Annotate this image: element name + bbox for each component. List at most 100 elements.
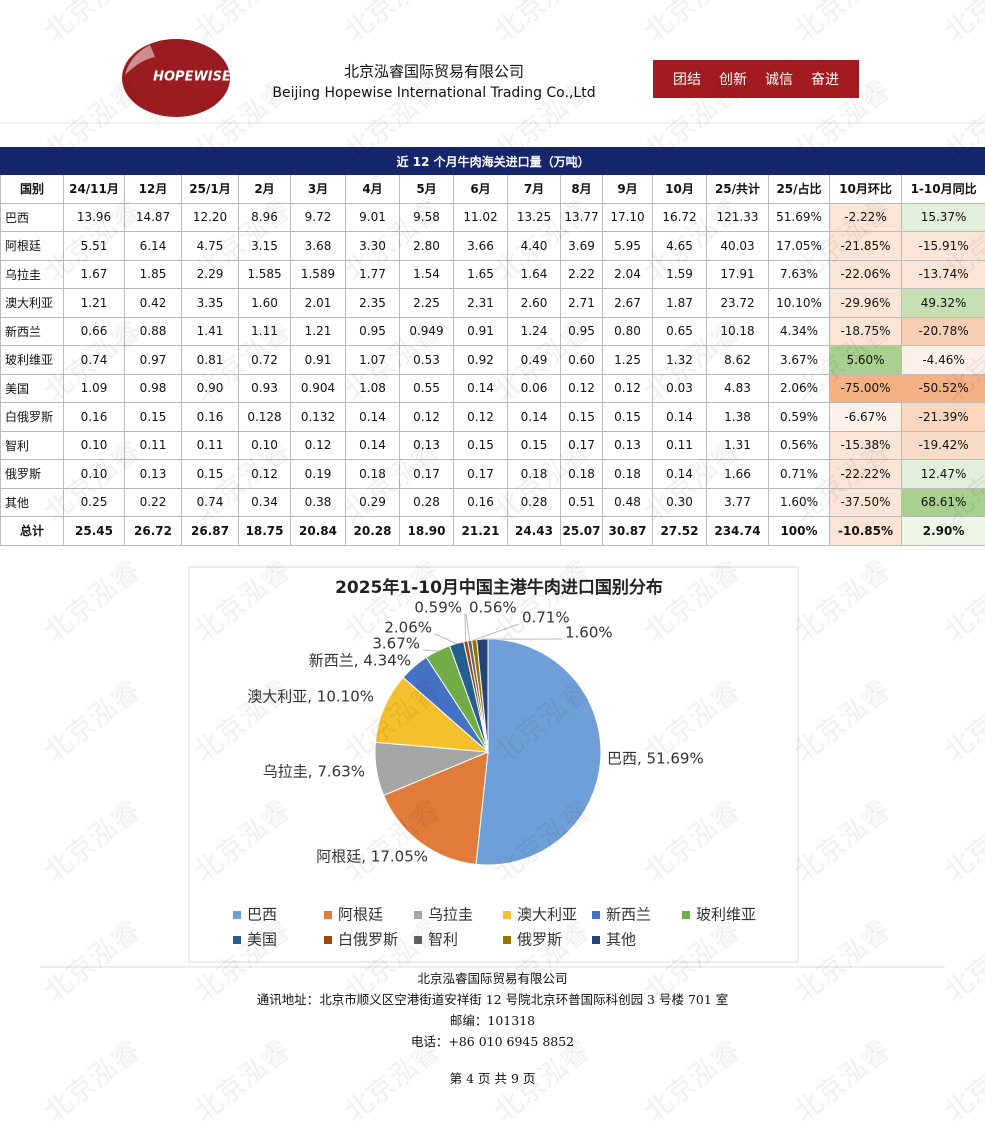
table-row: 新西兰 0.66 0.88 1.41 1.11 1.21 0.95 0.949 0.91 1.24… <box>0 316 985 346</box>
table-cell: 0.16 <box>181 402 239 432</box>
column-header: 8月 <box>560 174 603 204</box>
table-cell: 1.60 <box>238 288 291 318</box>
column-header: 6月 <box>453 174 508 204</box>
table-cell: 0.22 <box>124 487 182 517</box>
legend-label: 俄罗斯 <box>517 931 562 949</box>
table-cell: 0.13 <box>399 430 454 460</box>
table-cell: 1.59 <box>652 259 707 289</box>
table-cell: 0.93 <box>238 373 291 403</box>
table-cell: 0.97 <box>124 345 182 375</box>
table-cell: 0.98 <box>124 373 182 403</box>
data-label: 0.71% <box>522 609 570 627</box>
table-cell: 0.30 <box>652 487 707 517</box>
logo-text: HOPEWISE <box>153 70 231 85</box>
data-label: 3.67% <box>372 635 420 653</box>
table-cell: 2.04 <box>602 259 653 289</box>
table-row: 阿根廷 5.51 6.14 4.75 3.15 3.68 3.30 2.80 3.66 4.40 3… <box>0 231 985 261</box>
table-cell: 0.29 <box>345 487 400 517</box>
table-cell: 4.83 <box>706 373 769 403</box>
column-header: 3月 <box>290 174 346 204</box>
footer-line: 北京泓睿国际贸易有限公司 <box>417 971 568 986</box>
table-cell: 1.67 <box>63 259 125 289</box>
table-cell: 24.43 <box>507 516 561 546</box>
table-cell: 0.15 <box>181 459 239 489</box>
table-cell: 0.74 <box>181 487 239 517</box>
legend-label: 乌拉圭 <box>428 906 473 924</box>
leader-line <box>434 633 457 644</box>
column-header: 2月 <box>238 174 291 204</box>
column-header: 10月环比 <box>829 174 902 204</box>
table-cell: 4.75 <box>181 231 239 261</box>
data-label: 新西兰, 4.34% <box>309 652 411 670</box>
table-row: 巴西 13.96 14.87 12.20 8.96 9.72 9.01 9.58 11.02 13… <box>0 202 985 232</box>
legend-label: 智利 <box>428 931 458 949</box>
table-cell: 1.87 <box>652 288 707 318</box>
legend-label: 巴西 <box>247 906 277 924</box>
table-cell: 9.01 <box>345 202 400 232</box>
legend-swatch <box>324 911 332 919</box>
table-cell: 0.14 <box>652 459 707 489</box>
column-header: 25/占比 <box>768 174 830 204</box>
table-cell: 0.16 <box>453 487 508 517</box>
row-label: 智利 <box>0 430 64 460</box>
table-row: 玻利维亚 0.74 0.97 0.81 0.72 0.91 1.07 0.53 0.92 0.49… <box>0 345 985 375</box>
table-cell: 3.77 <box>706 487 769 517</box>
table-cell: 0.72 <box>238 345 291 375</box>
slogan: 团结 <box>673 72 701 88</box>
table-cell: 1.38 <box>706 402 769 432</box>
table-cell: 0.66 <box>63 316 125 346</box>
table-cell: 1.77 <box>345 259 400 289</box>
header: HOPEWISE 北京泓睿国际贸易有限公司 Beijing Hopewise I… <box>0 39 985 124</box>
table-cell: 0.55 <box>399 373 454 403</box>
table-cell: 0.15 <box>602 402 653 432</box>
table-cell: -19.42% <box>900 430 985 460</box>
table-cell: 234.74 <box>706 516 769 546</box>
pie-slice <box>374 676 490 753</box>
table-cell: 13.96 <box>63 202 125 232</box>
table-cell: 25.45 <box>63 516 125 546</box>
table-cell: 4.65 <box>652 231 707 261</box>
table-cell: 0.128 <box>238 402 291 432</box>
table-cell: 0.65 <box>652 316 707 346</box>
table-cell: 16.72 <box>652 202 707 232</box>
table-cell: 15.37% <box>900 202 985 232</box>
data-label: 2.06% <box>384 619 432 637</box>
table-cell: 6.14 <box>124 231 182 261</box>
legend-swatch <box>233 911 241 919</box>
row-label: 阿根廷 <box>0 231 64 261</box>
table-cell: 1.31 <box>706 430 769 460</box>
table-cell: 3.67% <box>768 345 830 375</box>
table-cell: 0.10 <box>63 459 125 489</box>
row-label: 新西兰 <box>0 316 64 346</box>
slogan: 诚信 <box>765 72 793 88</box>
table-cell: 0.14 <box>507 402 561 432</box>
data-label: 澳大利亚, 10.10% <box>247 688 374 706</box>
data-label: 巴西, 51.69% <box>607 750 704 768</box>
table-cell: -50.52% <box>900 373 985 403</box>
leader-line <box>473 623 520 641</box>
data-label: 0.56% <box>469 599 517 617</box>
table-cell: 0.92 <box>453 345 508 375</box>
company-cn: 北京泓睿国际贸易有限公司 <box>344 63 524 81</box>
row-label: 美国 <box>0 373 64 403</box>
table-cell: -21.85% <box>829 231 902 261</box>
table-cell: 0.14 <box>345 430 400 460</box>
legend-label: 白俄罗斯 <box>338 931 398 949</box>
row-label: 总计 <box>0 516 64 546</box>
legend-label: 新西兰 <box>606 906 651 924</box>
table-cell: 1.21 <box>63 288 125 318</box>
table-cell: 1.08 <box>345 373 400 403</box>
table-cell: 1.66 <box>706 459 769 489</box>
table-row: 智利 0.10 0.11 0.11 0.10 0.12 0.14 0.13 0.15 0.15 0.… <box>0 430 985 460</box>
data-label: 1.60% <box>565 624 613 642</box>
table-cell: 0.95 <box>560 316 603 346</box>
slogan: 创新 <box>719 72 747 88</box>
table-cell: -4.46% <box>900 345 985 375</box>
table-cell: 0.14 <box>345 402 400 432</box>
table-cell: 0.949 <box>399 316 454 346</box>
table-cell: 5.60% <box>829 345 902 375</box>
table-cell: -15.38% <box>829 430 902 460</box>
table-cell: 0.17 <box>399 459 454 489</box>
table-cell: 0.16 <box>63 402 125 432</box>
leader-line <box>464 613 467 642</box>
